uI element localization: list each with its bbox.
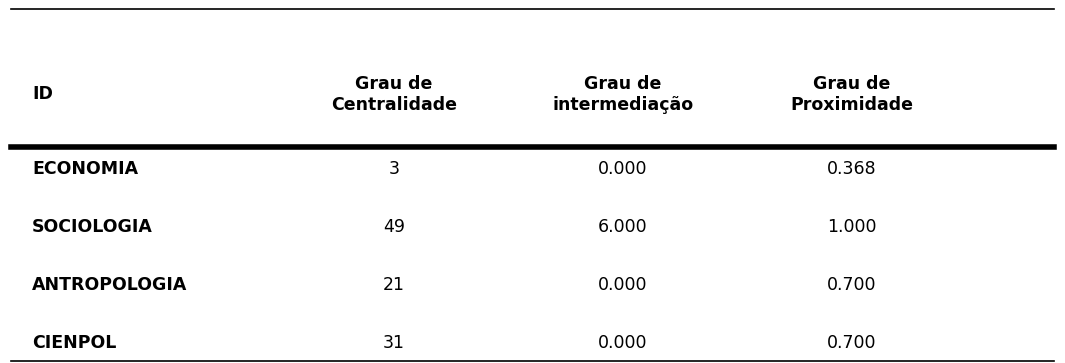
Text: Grau de
intermediação: Grau de intermediação <box>553 75 693 114</box>
Text: 21: 21 <box>383 276 405 294</box>
Text: 0.000: 0.000 <box>599 160 648 178</box>
Text: 49: 49 <box>383 218 405 236</box>
Text: 1.000: 1.000 <box>828 218 876 236</box>
Text: 0.368: 0.368 <box>828 160 876 178</box>
Text: ECONOMIA: ECONOMIA <box>32 160 138 178</box>
Text: 0.700: 0.700 <box>828 276 876 294</box>
Text: 3: 3 <box>389 160 399 178</box>
Text: 0.700: 0.700 <box>828 334 876 352</box>
Text: ANTROPOLOGIA: ANTROPOLOGIA <box>32 276 187 294</box>
Text: 31: 31 <box>383 334 405 352</box>
Text: ID: ID <box>32 85 53 103</box>
Text: CIENPOL: CIENPOL <box>32 334 116 352</box>
Text: SOCIOLOGIA: SOCIOLOGIA <box>32 218 152 236</box>
Text: 0.000: 0.000 <box>599 334 648 352</box>
Text: Grau de
Centralidade: Grau de Centralidade <box>331 75 457 114</box>
Text: Grau de
Proximidade: Grau de Proximidade <box>790 75 914 114</box>
Text: 6.000: 6.000 <box>599 218 648 236</box>
Text: 0.000: 0.000 <box>599 276 648 294</box>
